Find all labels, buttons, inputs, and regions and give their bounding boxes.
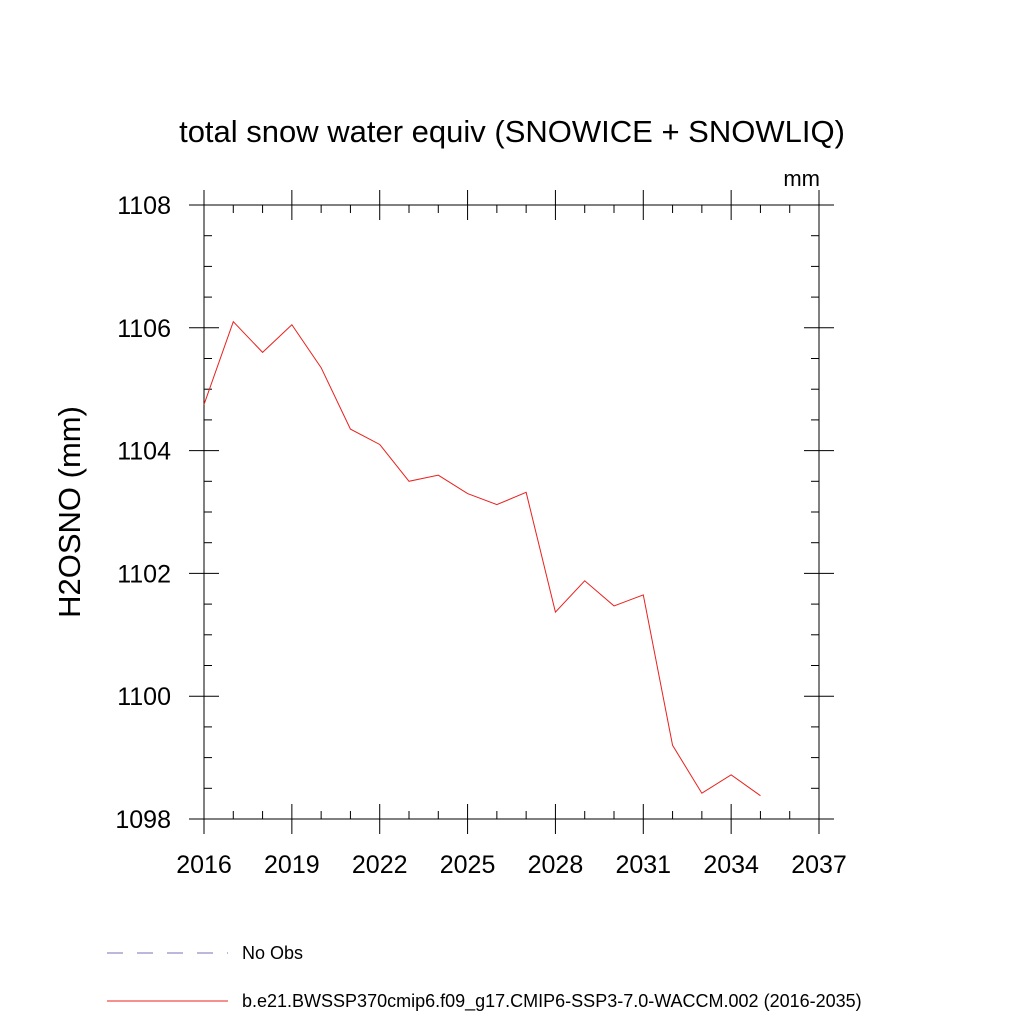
legend: No Obs b.e21.BWSSP370cmip6.f09_g17.CMIP6-…: [107, 943, 862, 1012]
axis-ticks: [189, 190, 834, 834]
y-tick-label: 1104: [117, 438, 171, 466]
y-tick-label: 1106: [117, 315, 171, 343]
x-tick-label: 2022: [352, 851, 408, 879]
legend-label: b.e21.BWSSP370cmip6.f09_g17.CMIP6-SSP3-7…: [242, 991, 862, 1012]
units-label: mm: [783, 166, 820, 191]
x-tick-label: 2028: [528, 851, 584, 879]
x-tick-labels: 2016 2019 2022 2025 2028 2031 2034 2037: [176, 851, 847, 879]
x-tick-label: 2025: [440, 851, 496, 879]
series-layer: [203, 320, 761, 797]
y-tick-label: 1098: [115, 806, 171, 834]
y-tick-label: 1108: [117, 192, 171, 220]
series-line: [203, 320, 761, 797]
x-tick-label: 2037: [791, 851, 847, 879]
x-tick-label: 2016: [176, 851, 232, 879]
y-tick-labels: 1098 1100 1102 1104 1106 1108: [115, 192, 171, 834]
x-tick-label: 2034: [703, 851, 759, 879]
x-tick-label: 2031: [615, 851, 671, 879]
y-axis-label: H2OSNO (mm): [52, 406, 87, 618]
chart-title: total snow water equiv (SNOWICE + SNOWLI…: [179, 114, 845, 149]
x-tick-label: 2019: [264, 851, 320, 879]
y-tick-label: 1102: [117, 560, 171, 588]
legend-label: No Obs: [242, 943, 303, 963]
plot-frame: [203, 204, 820, 820]
y-tick-label: 1100: [117, 683, 171, 711]
